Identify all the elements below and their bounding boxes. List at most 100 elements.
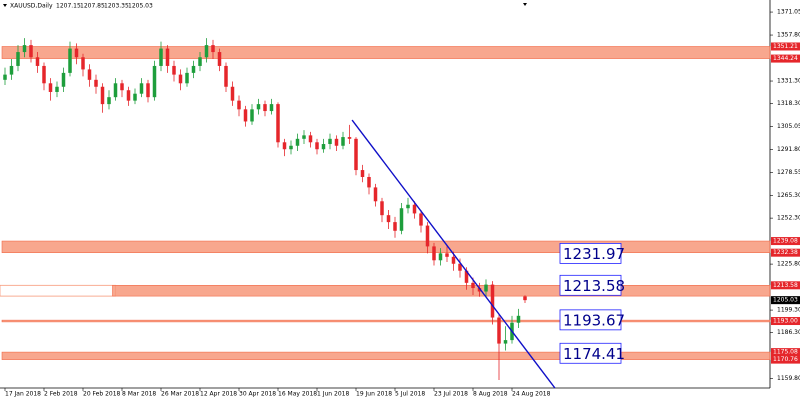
candle-body (484, 284, 488, 292)
candle-body (308, 135, 313, 143)
x-tick-label: 24 Aug 2018 (512, 391, 551, 398)
candle-body (295, 138, 300, 146)
candle-body (87, 69, 92, 80)
candle-body (9, 65, 14, 75)
candle-body (3, 74, 7, 80)
zone-outline (0, 284, 116, 297)
x-tick-label: 1 Jun 2018 (317, 391, 349, 398)
candle-body (373, 187, 378, 202)
candle-body (16, 52, 20, 66)
y-tick-label: 1265.30 (777, 192, 800, 199)
y-tick-label: 1186.30 (777, 329, 800, 336)
zone-price-tag (771, 348, 800, 357)
candle-body (380, 201, 384, 216)
price-label: 1193.67 (563, 311, 625, 329)
candle-body (139, 83, 144, 94)
y-tick-label: 1357.80 (777, 32, 800, 39)
candle-body (438, 253, 443, 261)
candle-body (204, 45, 209, 58)
candle-body (165, 48, 170, 66)
candle-body (282, 142, 287, 150)
candle-body (29, 45, 33, 58)
candle-body (55, 86, 59, 92)
candle-body (178, 74, 183, 84)
symbol: XAUUSD,Daily (10, 3, 53, 10)
candle-body (503, 340, 508, 344)
price-label-box (559, 309, 622, 331)
candle-body (477, 288, 482, 292)
candle-body (230, 86, 235, 101)
candle-body (399, 208, 404, 231)
candle-body (191, 65, 196, 73)
menu-arrow[interactable] (3, 4, 7, 7)
candle-body (81, 57, 85, 70)
x-tick-label: 20 Feb 2018 (83, 391, 121, 398)
zone-price-label: 1213.58 (773, 282, 798, 289)
zone-price-label: 1344.24 (773, 55, 798, 62)
x-tick-label: 8 Mar 2018 (122, 391, 156, 398)
x-tick-label: 16 May 2018 (278, 391, 317, 398)
candle-body (61, 72, 66, 87)
candle-body (490, 284, 495, 318)
ohlc-low: 1203.35 (104, 3, 129, 10)
ohlc-high: 1207.85 (80, 3, 105, 10)
candle-body (445, 253, 449, 257)
candle-body (425, 225, 430, 247)
x-tick-label: 8 Aug 2018 (473, 391, 508, 398)
candle-body (68, 48, 72, 73)
y-tick-label: 1331.30 (777, 78, 800, 85)
x-tick-label: 2 Feb 2018 (44, 391, 78, 398)
candle-body (334, 138, 339, 146)
x-tick-label: 5 Jul 2018 (395, 391, 425, 398)
candle-body (341, 137, 345, 146)
current-price-tag (771, 296, 800, 305)
zone-price-label: 1193.00 (773, 318, 798, 325)
price-label: 1174.41 (563, 345, 625, 363)
zone (1, 351, 771, 360)
candle-body (464, 270, 469, 283)
menu-arrow[interactable] (523, 3, 527, 6)
candle-body (523, 296, 527, 301)
candle-body (133, 93, 137, 101)
candle-body (237, 100, 241, 110)
candle-body (386, 215, 391, 223)
candle-body (211, 45, 215, 53)
zone-price-tag (771, 248, 800, 257)
y-tick-label: 1318.30 (777, 100, 800, 107)
candle-body (302, 135, 306, 139)
candle-body (22, 45, 27, 53)
zone-price-label: 1232.38 (773, 249, 798, 256)
candle-body (48, 83, 53, 92)
candle-body (146, 83, 150, 98)
y-tick-label: 1305.05 (777, 123, 800, 130)
zone-price-tag (771, 281, 800, 290)
candle-body (120, 83, 124, 91)
price-label-box (559, 342, 622, 364)
y-tick-label: 1291.80 (777, 146, 800, 153)
candle-body (256, 104, 261, 110)
price-label: 1213.58 (563, 277, 625, 295)
candle-body (354, 138, 358, 171)
x-tick-label: 19 Jun 2018 (356, 391, 392, 398)
y-tick-label: 1252.30 (777, 215, 800, 222)
candle-body (94, 79, 98, 87)
zone (1, 319, 771, 323)
candle-body (217, 52, 222, 66)
candle-body (315, 142, 319, 150)
x-tick-label: 17 Jan 2018 (5, 391, 41, 398)
candle-body (172, 65, 176, 75)
candle-body (360, 170, 365, 177)
candle-body (126, 90, 131, 101)
candle-body (328, 138, 332, 145)
candle-body (263, 104, 267, 112)
candle-body (185, 72, 189, 84)
zone-price-tag (771, 317, 800, 326)
candle-body (406, 204, 410, 209)
candle-body (100, 86, 105, 105)
candle-body (224, 65, 228, 87)
zone-price-tag (771, 355, 800, 364)
candle-body (42, 65, 46, 84)
x-tick-label: 26 Mar 2018 (161, 391, 199, 398)
